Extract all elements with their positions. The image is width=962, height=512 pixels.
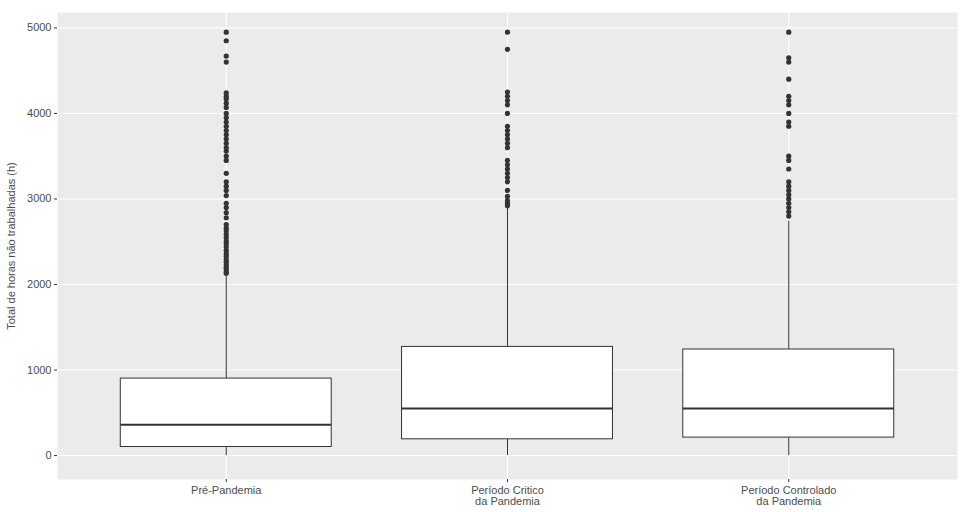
svg-text:1000: 1000 xyxy=(27,364,51,376)
svg-text:0: 0 xyxy=(45,449,51,461)
svg-text:2000: 2000 xyxy=(27,278,51,290)
svg-text:4000: 4000 xyxy=(27,107,51,119)
svg-text:Pré-Pandemia: Pré-Pandemia xyxy=(191,484,262,496)
svg-text:5000: 5000 xyxy=(27,21,51,33)
svg-text:Total de horas não trabalhadas: Total de horas não trabalhadas (h) xyxy=(5,162,17,330)
svg-text:3000: 3000 xyxy=(27,192,51,204)
svg-text:Período Criticoda Pandemia: Período Criticoda Pandemia xyxy=(471,484,544,507)
svg-text:Período Controladoda Pandemia: Período Controladoda Pandemia xyxy=(741,484,836,507)
